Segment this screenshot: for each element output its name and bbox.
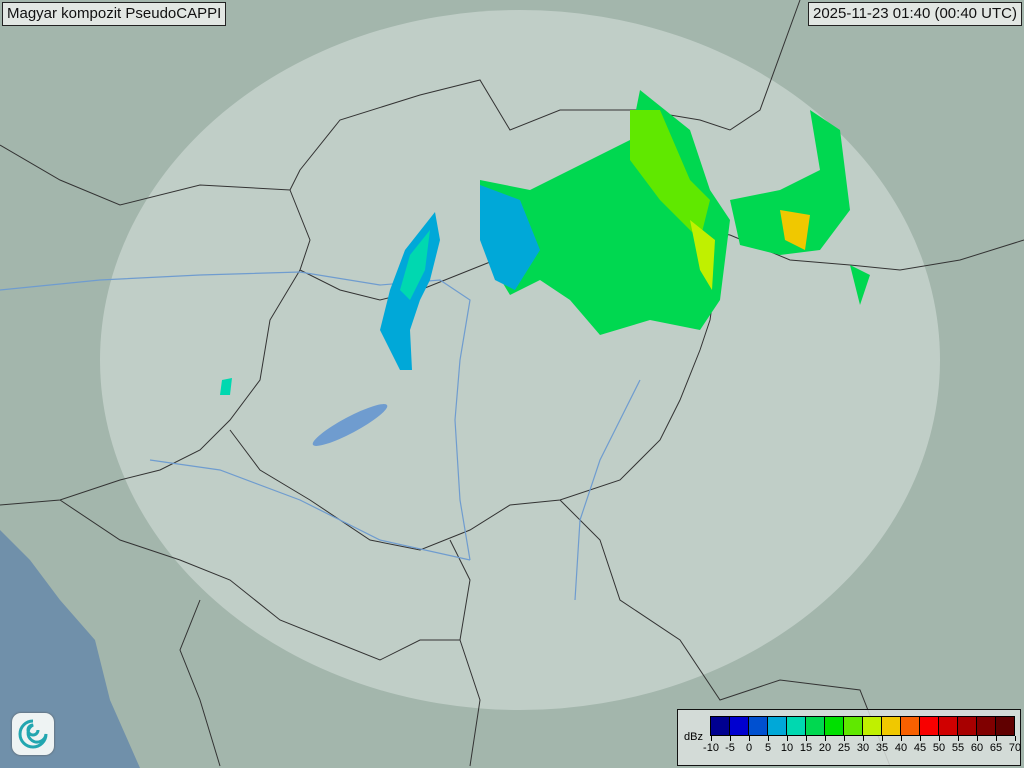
legend-tick-label: 15 bbox=[799, 742, 813, 754]
legend-tick-mark bbox=[806, 736, 807, 741]
legend-color-cell bbox=[787, 717, 806, 735]
legend-tick-mark bbox=[977, 736, 978, 741]
timestamp: 2025-11-23 01:40 (00:40 UTC) bbox=[807, 2, 1022, 26]
legend-tick-label: 50 bbox=[932, 742, 946, 754]
echo-center-core bbox=[630, 110, 710, 240]
legend-color-cell bbox=[882, 717, 901, 735]
legend-color-cell bbox=[901, 717, 920, 735]
legend-tick-label: 35 bbox=[875, 742, 889, 754]
legend-color-cell bbox=[749, 717, 768, 735]
legend-tick-mark bbox=[939, 736, 940, 741]
legend-tick-label: 60 bbox=[970, 742, 984, 754]
legend-color-cell bbox=[825, 717, 844, 735]
legend-tick-label: 70 bbox=[1008, 742, 1022, 754]
legend-tick-mark bbox=[901, 736, 902, 741]
legend-tick-label: 55 bbox=[951, 742, 965, 754]
legend-tick-label: -10 bbox=[703, 742, 719, 754]
legend-tick-label: 65 bbox=[989, 742, 1003, 754]
echo-small bbox=[220, 378, 232, 395]
legend-color-cell bbox=[920, 717, 939, 735]
legend-color-cell bbox=[939, 717, 958, 735]
legend-color-cell bbox=[806, 717, 825, 735]
weather-service-logo-icon[interactable] bbox=[12, 713, 54, 755]
legend-tick-mark bbox=[920, 736, 921, 741]
legend-tick-label: 40 bbox=[894, 742, 908, 754]
legend-tick-label: 30 bbox=[856, 742, 870, 754]
legend-tick-mark bbox=[711, 736, 712, 741]
dbz-color-legend: dBz -10 -5 0 5 10 15 20 25 30 35 40 45 50 55 60 65 70 bbox=[677, 709, 1021, 766]
adriatic-sea bbox=[0, 530, 140, 768]
radar-echoes bbox=[220, 90, 870, 395]
legend-tick-label: 25 bbox=[837, 742, 851, 754]
legend-tick-mark bbox=[787, 736, 788, 741]
radar-coverage-area bbox=[100, 10, 940, 710]
color-scale-bar bbox=[710, 716, 1015, 736]
legend-tick-label: 10 bbox=[780, 742, 794, 754]
echo-center-edge bbox=[480, 185, 540, 290]
legend-unit: dBz bbox=[684, 731, 703, 743]
legend-tick-label: 45 bbox=[913, 742, 927, 754]
legend-tick-mark bbox=[768, 736, 769, 741]
legend-color-cell bbox=[844, 717, 863, 735]
legend-tick-mark bbox=[730, 736, 731, 741]
legend-tick-mark bbox=[844, 736, 845, 741]
echo-west-core bbox=[400, 230, 430, 300]
legend-tick-mark bbox=[882, 736, 883, 741]
legend-color-cell bbox=[977, 717, 996, 735]
legend-color-cell bbox=[711, 717, 730, 735]
legend-tick-mark bbox=[996, 736, 997, 741]
legend-tick-label: 5 bbox=[764, 742, 772, 754]
legend-color-cell bbox=[768, 717, 787, 735]
echo-far-east bbox=[850, 265, 870, 305]
legend-tick-label: 0 bbox=[745, 742, 753, 754]
echo-east bbox=[730, 110, 850, 255]
legend-tick-label: -5 bbox=[725, 742, 735, 754]
legend-tick-mark bbox=[863, 736, 864, 741]
legend-tick-mark bbox=[1015, 736, 1016, 741]
legend-tick-mark bbox=[825, 736, 826, 741]
legend-color-cell bbox=[863, 717, 882, 735]
rivers bbox=[0, 271, 641, 601]
echo-center-heavy bbox=[690, 220, 715, 290]
legend-tick-mark bbox=[749, 736, 750, 741]
product-title: Magyar kompozit PseudoCAPPI bbox=[2, 2, 227, 26]
legend-color-cell bbox=[958, 717, 977, 735]
legend-tick-mark bbox=[958, 736, 959, 741]
echo-east-core bbox=[780, 210, 810, 250]
legend-color-cell bbox=[730, 717, 749, 735]
lake-balaton bbox=[312, 404, 388, 446]
legend-color-cell bbox=[996, 717, 1014, 735]
legend-tick-label: 20 bbox=[818, 742, 832, 754]
